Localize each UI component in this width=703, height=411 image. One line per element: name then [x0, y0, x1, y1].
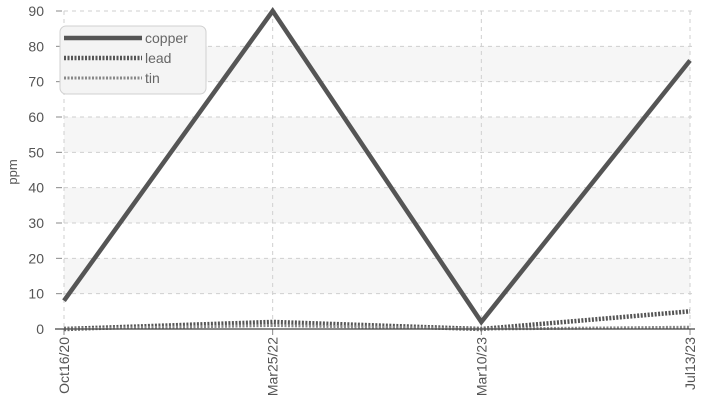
- background-band: [64, 258, 690, 294]
- y-tick-label: 50: [28, 144, 44, 160]
- series-lines: [62, 7, 692, 332]
- background-band: [64, 117, 690, 153]
- y-tick-label: 40: [28, 180, 44, 196]
- y-tick-label: 90: [28, 3, 44, 19]
- y-tick-label: 0: [36, 321, 44, 337]
- y-axis-ticks: 0 10 20 30 40 50 60 70 80 90: [28, 3, 62, 337]
- background-band: [64, 187, 690, 223]
- series-line-copper: [62, 7, 692, 326]
- y-tick-label: 20: [28, 250, 44, 266]
- series-line-tin: [63, 323, 691, 331]
- x-tick-label: Jul13/23: [682, 337, 698, 390]
- y-tick-label: 30: [28, 215, 44, 231]
- y-tick-label: 70: [28, 74, 44, 90]
- legend: copper lead tin: [59, 25, 207, 95]
- legend-label-copper: copper: [145, 30, 188, 46]
- x-tick-label: Mar10/23: [473, 337, 489, 396]
- y-tick-label: 80: [28, 38, 44, 54]
- x-tick-label: Oct16/20: [56, 337, 72, 394]
- y-tick-label: 10: [28, 286, 44, 302]
- x-axis-ticks: Oct16/20 Mar25/22 Mar10/23 Jul13/23: [56, 329, 698, 396]
- y-tick-label: 60: [28, 109, 44, 125]
- legend-label-tin: tin: [145, 70, 160, 86]
- series-line-lead: [63, 309, 691, 332]
- x-tick-label: Mar25/22: [265, 337, 281, 396]
- legend-label-lead: lead: [145, 50, 171, 66]
- y-axis-title: ppm: [5, 159, 20, 184]
